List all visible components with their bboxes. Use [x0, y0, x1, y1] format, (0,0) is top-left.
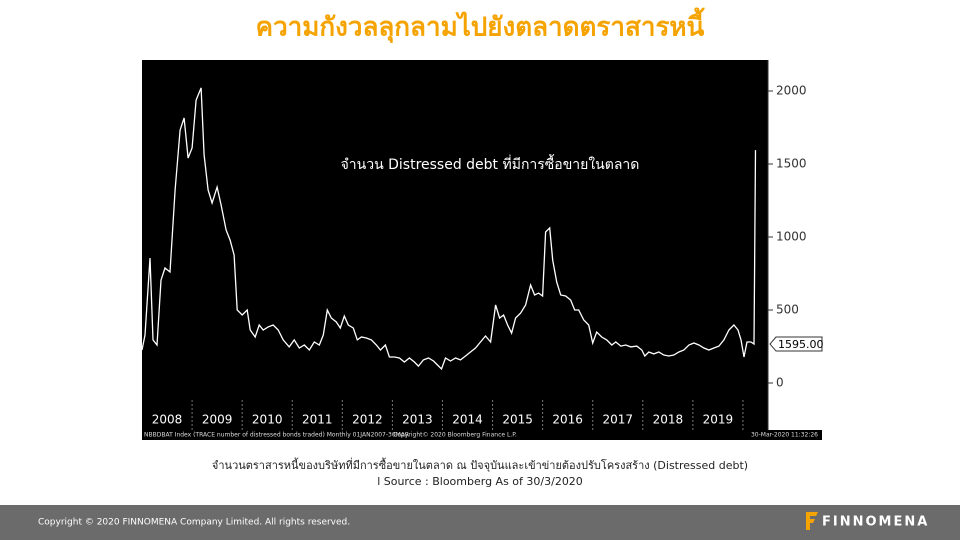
value-label-box: [769, 336, 823, 352]
chart-background: [142, 60, 768, 440]
chart-note: NBBDBAT Index (TRACE number of distresse…: [144, 432, 409, 439]
x-tick-label: 2013: [402, 413, 433, 427]
y-tick-label: 0: [776, 376, 784, 390]
annotation: จำนวน Distressed debt ที่มีการซื้อขายในต…: [341, 154, 640, 173]
brand-icon: [806, 512, 818, 530]
chart-note: Copyright© 2020 Bloomberg Finance L.P.: [393, 432, 517, 439]
axis-background: [768, 60, 822, 440]
x-tick-label: 2009: [202, 413, 233, 427]
x-tick-label: 2015: [502, 413, 533, 427]
source: l Source : Bloomberg As of 30/3/2020: [377, 475, 583, 488]
value-label: 1595.00: [778, 338, 824, 351]
y-tick-label: 2000: [776, 84, 807, 98]
caption: จำนวนตราสารหนี้ของบริษัทที่มีการซื้อขายใ…: [212, 457, 748, 472]
line: [141, 87, 757, 371]
footer-bar: [0, 505, 960, 540]
x-tick-label: 2010: [252, 413, 283, 427]
x-tick-label: 2008: [152, 413, 183, 427]
x-tick-label: 2017: [602, 413, 633, 427]
y-tick-label: 1000: [776, 230, 807, 244]
y-tick-label: 500: [776, 303, 799, 317]
x-tick-label: 2016: [552, 413, 583, 427]
copyright: Copyright © 2020 FINNOMENA Company Limit…: [38, 518, 350, 528]
x-tick-label: 2011: [302, 413, 333, 427]
chart-note: 30-Mar-2020 11:32:26: [751, 432, 818, 439]
x-tick-label: 2018: [653, 413, 684, 427]
x-tick-label: 2019: [703, 413, 734, 427]
y-tick-label: 1500: [776, 157, 807, 171]
slide-title: ความกังวลลุกลามไปยังตลาดตราสารหนี้: [256, 7, 706, 44]
brand: FINNOMENA: [822, 515, 929, 530]
notes-band: [142, 430, 822, 440]
x-tick-label: 2014: [452, 413, 483, 427]
x-tick-label: 2012: [352, 413, 383, 427]
